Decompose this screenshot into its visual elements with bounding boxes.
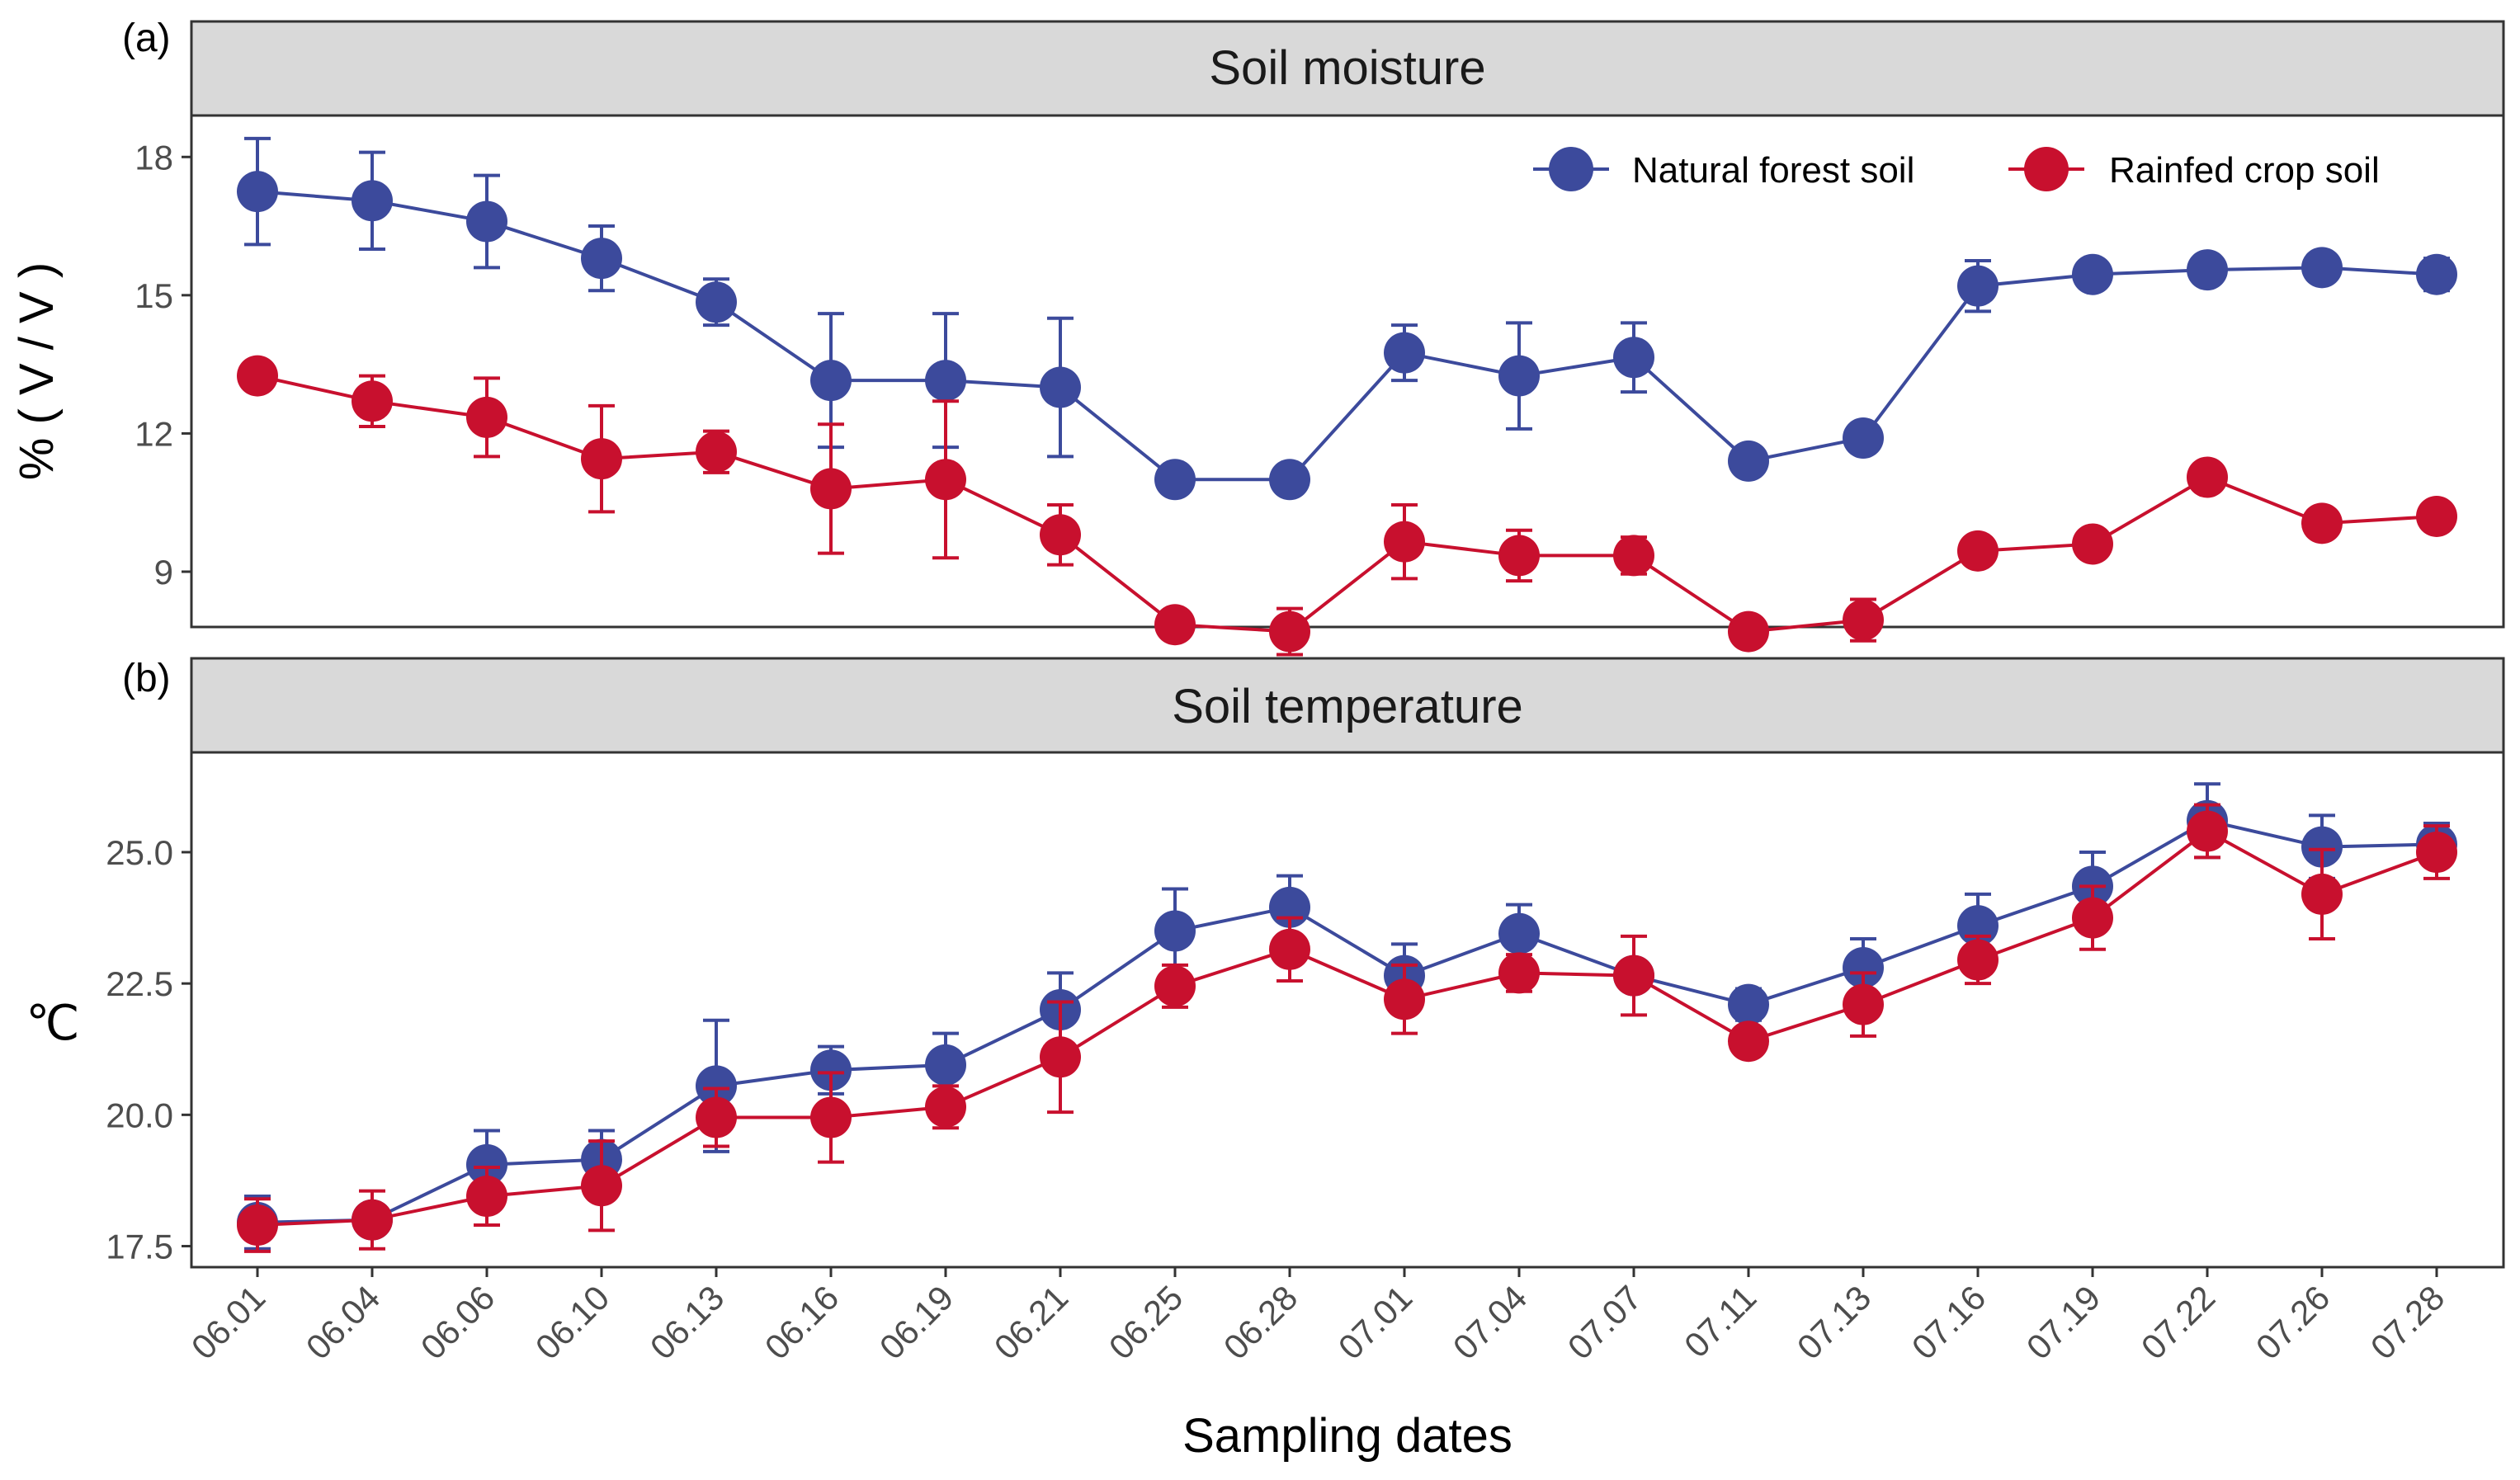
data-point-rainfed-crop-soil: [1498, 952, 1540, 994]
data-point-rainfed-crop-soil: [2301, 873, 2343, 915]
data-point-rainfed-crop-soil: [696, 431, 737, 473]
data-point-rainfed-crop-soil: [1269, 610, 1310, 653]
data-point-rainfed-crop-soil: [1154, 965, 1196, 1007]
data-point-natural-forest-soil: [2416, 253, 2457, 295]
legend-marker-rainfed-crop: [2024, 147, 2069, 191]
data-point-rainfed-crop-soil: [2416, 495, 2457, 537]
legend-label-rainfed-crop: Rainfed crop soil: [2109, 150, 2380, 191]
legend-marker-natural-forest: [1549, 147, 1593, 191]
data-point-rainfed-crop-soil: [581, 1165, 622, 1207]
data-point-rainfed-crop-soil: [810, 1096, 852, 1138]
panel-b-tag: (b): [122, 657, 171, 700]
data-point-rainfed-crop-soil: [1154, 604, 1196, 646]
data-point-natural-forest-soil: [1843, 947, 1884, 989]
data-point-rainfed-crop-soil: [1957, 530, 1999, 572]
y-tick-label: 15: [134, 276, 173, 315]
panel-b-strip: [190, 657, 2505, 754]
panel-a-frame: [190, 114, 2505, 629]
data-point-rainfed-crop-soil: [2072, 523, 2113, 565]
y-tick-label: 9: [154, 553, 173, 592]
data-point-rainfed-crop-soil: [2187, 810, 2228, 852]
data-point-natural-forest-soil: [2301, 247, 2343, 289]
data-point-rainfed-crop-soil: [1957, 939, 1999, 981]
data-point-rainfed-crop-soil: [2416, 831, 2457, 873]
data-point-natural-forest-soil: [1154, 459, 1196, 501]
panel-soil-moisture: (a) Soil moisture 9 12 15 18 % ( V / V ): [10, 16, 2505, 657]
panel-a-title: Soil moisture: [1209, 41, 1485, 95]
data-point-rainfed-crop-soil: [1040, 1036, 1081, 1078]
data-point-rainfed-crop-soil: [925, 459, 966, 501]
data-point-natural-forest-soil: [2187, 249, 2228, 291]
legend-label-natural-forest: Natural forest soil: [1632, 150, 1914, 191]
data-point-natural-forest-soil: [1613, 337, 1654, 379]
panel-a-tag: (a): [122, 16, 171, 60]
data-point-natural-forest-soil: [2072, 253, 2113, 295]
data-point-natural-forest-soil: [1498, 912, 1540, 954]
y-tick-label: 22.5: [106, 964, 173, 1003]
data-point-natural-forest-soil: [810, 360, 852, 402]
data-point-natural-forest-soil: [1498, 355, 1540, 397]
data-point-rainfed-crop-soil: [581, 438, 622, 480]
data-point-rainfed-crop-soil: [466, 396, 507, 438]
y-tick-label: 17.5: [106, 1228, 173, 1266]
data-point-rainfed-crop-soil: [352, 380, 393, 422]
data-point-rainfed-crop-soil: [1613, 535, 1654, 577]
data-point-rainfed-crop-soil: [1384, 521, 1425, 563]
y-tick-label: 18: [134, 138, 173, 177]
data-point-natural-forest-soil: [1384, 332, 1425, 374]
y-tick-label: 12: [134, 414, 173, 453]
panel-b-frame: [190, 751, 2505, 1269]
data-point-rainfed-crop-soil: [810, 468, 852, 510]
data-point-rainfed-crop-soil: [1269, 928, 1310, 970]
data-point-natural-forest-soil: [1728, 440, 1769, 482]
data-point-natural-forest-soil: [696, 1065, 737, 1107]
data-point-natural-forest-soil: [925, 360, 966, 402]
data-point-rainfed-crop-soil: [2072, 897, 2113, 939]
panel-a-strip: [190, 20, 2505, 117]
data-point-natural-forest-soil: [810, 1049, 852, 1091]
y-axis-title-moisture: % ( V / V ): [10, 262, 64, 480]
data-point-natural-forest-soil: [1843, 417, 1884, 459]
data-point-natural-forest-soil: [1728, 983, 1769, 1025]
legend: Natural forest soil Rainfed crop soil: [1533, 147, 2380, 191]
data-point-rainfed-crop-soil: [2187, 456, 2228, 498]
data-point-rainfed-crop-soil: [466, 1176, 507, 1218]
data-point-rainfed-crop-soil: [237, 355, 278, 397]
y-axis-title-temperature: ℃: [26, 997, 79, 1050]
data-point-natural-forest-soil: [696, 281, 737, 323]
panel-b-title: Soil temperature: [1172, 680, 1523, 733]
data-point-rainfed-crop-soil: [1728, 1020, 1769, 1063]
data-point-natural-forest-soil: [1040, 366, 1081, 408]
data-point-natural-forest-soil: [2301, 826, 2343, 868]
data-point-rainfed-crop-soil: [1384, 978, 1425, 1020]
panel-soil-temperature: (b) Soil temperature 17.5 20.0 22.5 25.0 ℃: [26, 657, 2505, 1269]
y-tick-label: 25.0: [106, 833, 173, 872]
data-point-rainfed-crop-soil: [1613, 954, 1654, 997]
data-point-natural-forest-soil: [466, 1143, 507, 1185]
data-point-rainfed-crop-soil: [925, 1086, 966, 1128]
data-point-rainfed-crop-soil: [1040, 514, 1081, 556]
data-point-natural-forest-soil: [237, 171, 278, 213]
data-point-rainfed-crop-soil: [1843, 983, 1884, 1025]
data-point-natural-forest-soil: [466, 200, 507, 243]
data-point-rainfed-crop-soil: [696, 1096, 737, 1138]
data-point-rainfed-crop-soil: [1728, 610, 1769, 653]
data-point-natural-forest-soil: [581, 238, 622, 280]
data-point-rainfed-crop-soil: [2301, 502, 2343, 544]
data-point-natural-forest-soil: [925, 1044, 966, 1086]
data-point-rainfed-crop-soil: [1498, 535, 1540, 577]
x-axis-title: Sampling dates: [1182, 1409, 1512, 1463]
data-point-natural-forest-soil: [352, 180, 393, 222]
data-point-natural-forest-soil: [1154, 910, 1196, 952]
data-point-rainfed-crop-soil: [1843, 599, 1884, 641]
data-point-natural-forest-soil: [1269, 459, 1310, 501]
y-tick-label: 20.0: [106, 1096, 173, 1134]
data-point-natural-forest-soil: [1957, 265, 1999, 307]
data-point-rainfed-crop-soil: [352, 1199, 393, 1241]
data-point-rainfed-crop-soil: [237, 1204, 278, 1247]
